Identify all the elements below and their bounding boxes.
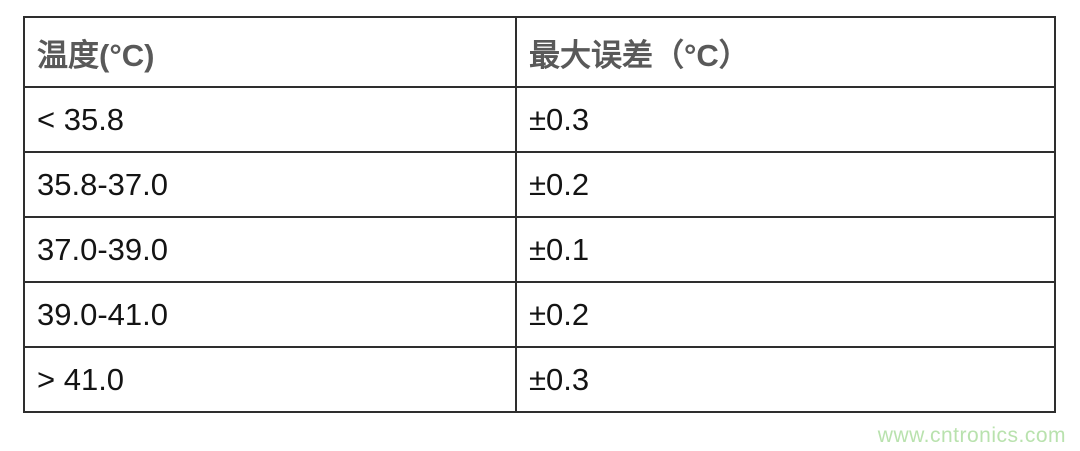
cell-max-error: ±0.2: [515, 281, 1056, 348]
cell-temperature-range: < 35.8: [23, 86, 517, 153]
cell-max-error: ±0.3: [515, 86, 1056, 153]
header-cell-temperature: 温度(°C): [23, 16, 517, 88]
table-row: < 35.8 ±0.3: [23, 86, 1056, 153]
cell-temperature-range: 35.8-37.0: [23, 151, 517, 218]
table-row: 39.0-41.0 ±0.2: [23, 281, 1056, 348]
cell-temperature-range: 37.0-39.0: [23, 216, 517, 283]
cell-temperature-range: 39.0-41.0: [23, 281, 517, 348]
cell-temperature-range: > 41.0: [23, 346, 517, 413]
table-header-row: 温度(°C) 最大误差（°C）: [23, 16, 1056, 88]
table-row: 35.8-37.0 ±0.2: [23, 151, 1056, 218]
table-row: 37.0-39.0 ±0.1: [23, 216, 1056, 283]
cell-max-error: ±0.1: [515, 216, 1056, 283]
cell-max-error: ±0.2: [515, 151, 1056, 218]
cell-max-error: ±0.3: [515, 346, 1056, 413]
header-cell-max-error: 最大误差（°C）: [515, 16, 1056, 88]
watermark-text: www.cntronics.com: [877, 424, 1066, 447]
table-row: > 41.0 ±0.3: [23, 346, 1056, 413]
temperature-error-table: 温度(°C) 最大误差（°C） < 35.8 ±0.3 35.8-37.0 ±0…: [23, 16, 1056, 413]
